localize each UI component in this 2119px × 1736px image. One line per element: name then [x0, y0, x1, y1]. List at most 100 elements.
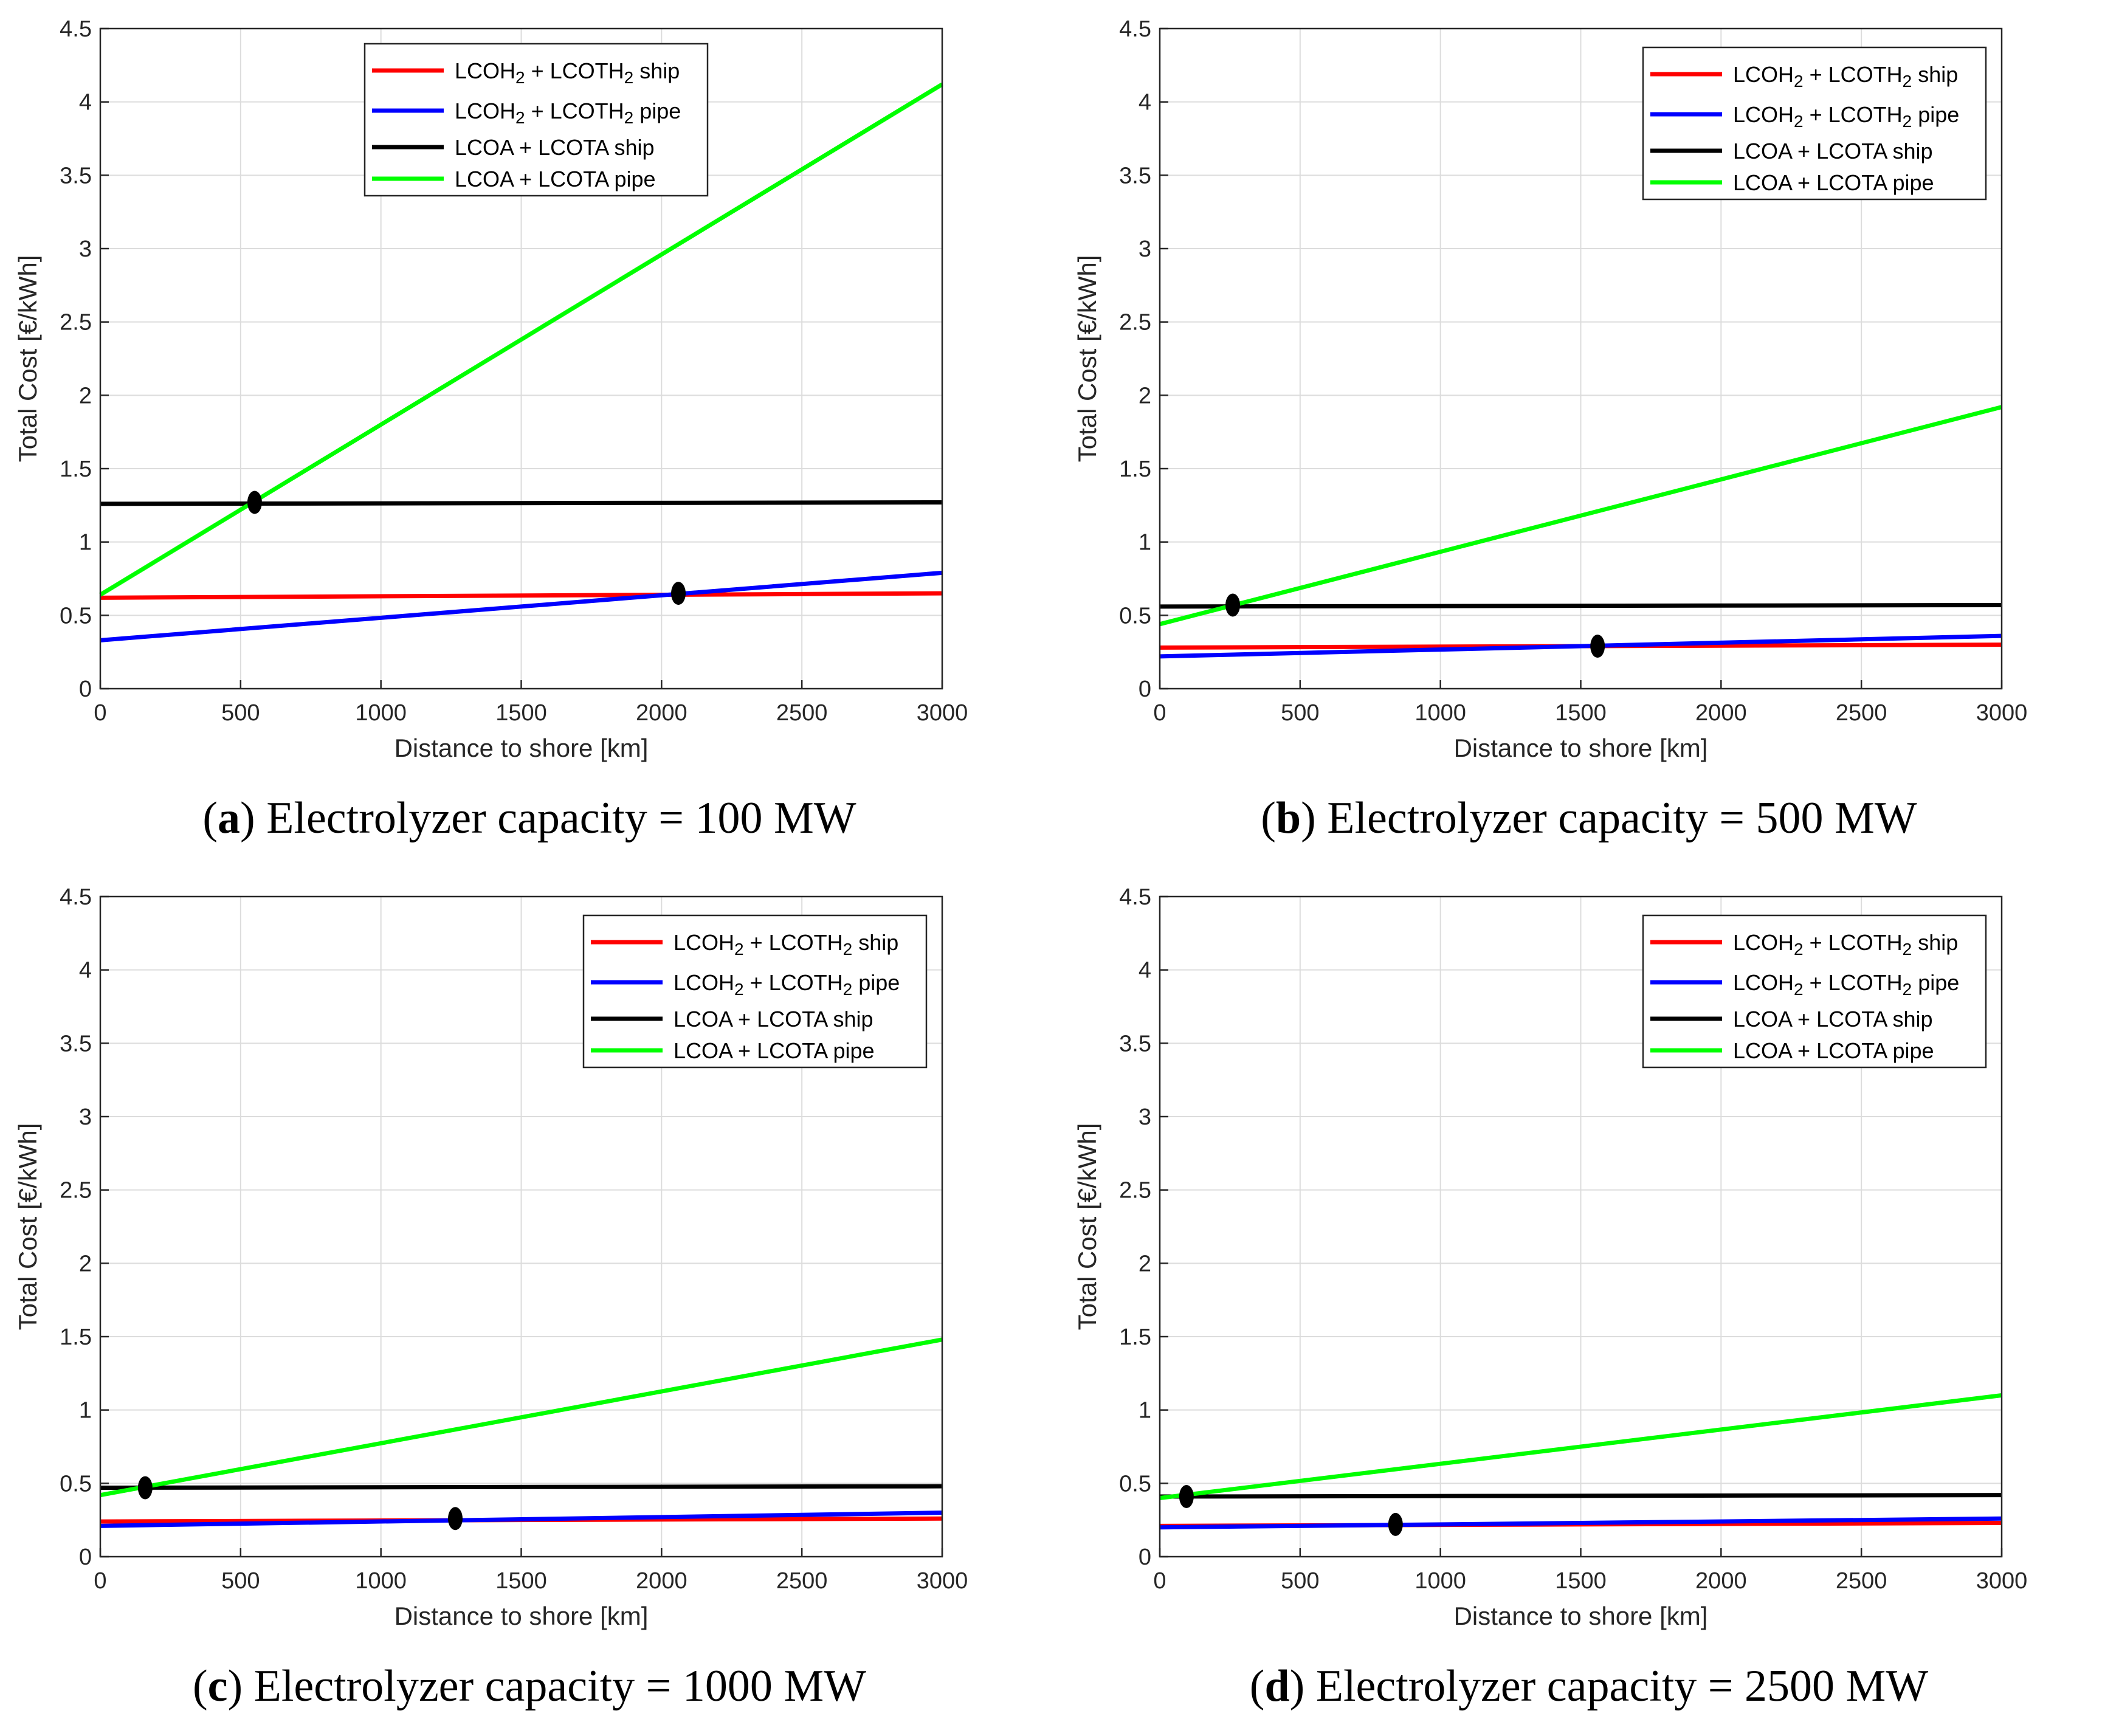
- legend-subscript: 2: [1794, 112, 1804, 131]
- caption-paren: (: [1261, 793, 1276, 843]
- x-axis-label: Distance to shore [km]: [1454, 1602, 1708, 1630]
- x-tick-label: 1500: [1555, 1568, 1607, 1594]
- x-tick-label: 0: [94, 700, 106, 726]
- x-tick-label: 3000: [917, 1568, 968, 1594]
- y-tick-label: 4: [1139, 90, 1151, 115]
- x-tick-label: 1500: [495, 700, 547, 726]
- legend-subscript: 2: [843, 940, 853, 959]
- y-tick-label: 1: [79, 1398, 92, 1424]
- caption-text: Electrolyzer capacity = 500 MW: [1316, 793, 1917, 843]
- legend-text-part: LCOA + LCOTA pipe: [1733, 1038, 1934, 1063]
- caption-paren: ): [1290, 1661, 1305, 1711]
- y-tick-label: 0.5: [1119, 1471, 1151, 1497]
- legend-label-4: LCOA + LCOTA pipe: [1733, 170, 1934, 195]
- x-axis-label: Distance to shore [km]: [395, 1602, 649, 1630]
- legend-subscript: 2: [1794, 940, 1804, 959]
- intersection-marker: [1590, 635, 1605, 658]
- y-tick-label: 0: [1139, 1545, 1151, 1570]
- series-line-3: [1159, 602, 2002, 609]
- legend-text-part: LCOH: [455, 98, 515, 123]
- y-tick-label: 0: [79, 677, 92, 702]
- chart-b: 0 500 1000 1500 2000 2500 3000 0 0.5 1 1.5 2 2.5 3 3.5…: [1073, 16, 2027, 843]
- legend-label-1: LCOH2 + LCOTH2 ship: [455, 58, 680, 87]
- series-line-4: [100, 1337, 943, 1498]
- legend-text-part: + LCOTH: [1804, 970, 1903, 995]
- y-tick-label: 3.5: [1119, 163, 1151, 188]
- caption-paren: (: [193, 1661, 208, 1711]
- legend-text-part: LCOH: [1733, 102, 1794, 127]
- y-tick-label: 2: [1139, 1251, 1151, 1276]
- legend-text-part: LCOA + LCOTA ship: [1733, 139, 1932, 164]
- legend-subscript: 2: [624, 108, 634, 127]
- y-tick-label: 1.5: [1119, 1324, 1151, 1350]
- series-line-2: [100, 1510, 943, 1528]
- x-tick-label: 0: [1153, 1568, 1166, 1594]
- y-axis-label: Total Cost [€/kWh]: [13, 255, 42, 463]
- y-tick-label: 1.5: [1119, 456, 1151, 482]
- x-tick-label: 2500: [776, 700, 828, 726]
- legend-text-part: ship: [1912, 62, 1958, 87]
- legend-text-part: pipe: [1912, 970, 1959, 995]
- legend-subscript: 2: [1794, 72, 1804, 91]
- y-tick-label: 2.5: [60, 1178, 92, 1204]
- legend-subscript: 2: [515, 108, 525, 127]
- legend-subscript: 2: [843, 980, 853, 999]
- legend-label-2: LCOH2 + LCOTH2 pipe: [1733, 102, 1959, 131]
- y-tick-label: 3.5: [1119, 1031, 1151, 1056]
- legend-text-part: + LCOTH: [744, 930, 843, 955]
- intersection-marker: [448, 1507, 463, 1531]
- series-line-2: [1159, 633, 2002, 659]
- legend-text-part: ship: [1912, 930, 1958, 955]
- panel-d: 0 500 1000 1500 2000 2500 3000 0 0.5 1 1.5 2 2.5 3 3.5…: [1060, 868, 2119, 1736]
- legend-text-part: LCOA + LCOTA ship: [1733, 1007, 1932, 1032]
- caption-text: Electrolyzer capacity = 2500 MW: [1304, 1661, 1928, 1711]
- y-tick-label: 2: [79, 383, 92, 408]
- y-axis-label: Total Cost [€/kWh]: [1073, 255, 1101, 463]
- legend-text-part: LCOH: [1733, 970, 1794, 995]
- legend-label-3: LCOA + LCOTA ship: [674, 1007, 873, 1032]
- x-tick-label: 1000: [355, 700, 407, 726]
- legend-label-4: LCOA + LCOTA pipe: [1733, 1038, 1934, 1063]
- x-tick-label: 2500: [776, 1568, 828, 1594]
- series-line-4: [1159, 405, 2002, 627]
- caption-paren: (: [202, 793, 218, 843]
- x-tick-label: 2000: [1695, 700, 1747, 726]
- x-tick-label: 2000: [1695, 1568, 1747, 1594]
- legend-subscript: 2: [1903, 940, 1912, 959]
- series-line-2: [1159, 1516, 2002, 1530]
- y-axis-label: Total Cost [€/kWh]: [13, 1123, 42, 1331]
- caption-text: Electrolyzer capacity = 100 MW: [255, 793, 856, 843]
- y-tick-label: 1: [1139, 530, 1151, 556]
- legend-text-part: LCOH: [455, 58, 515, 83]
- legend-label-1: LCOH2 + LCOTH2 ship: [674, 930, 898, 959]
- x-tick-label: 500: [1281, 700, 1319, 726]
- y-tick-label: 4: [79, 958, 92, 983]
- x-tick-label: 0: [94, 1568, 106, 1594]
- legend-subscript: 2: [734, 980, 744, 999]
- legend-text-part: LCOA + LCOTA ship: [455, 135, 654, 160]
- intersection-marker: [1225, 593, 1241, 617]
- chart-c: 0 500 1000 1500 2000 2500 3000 0 0.5 1 1.5 2 2.5 3 3.5…: [13, 884, 968, 1711]
- y-tick-label: 4.5: [1119, 16, 1151, 42]
- y-tick-label: 2: [79, 1251, 92, 1276]
- caption-letter: d: [1264, 1661, 1289, 1711]
- caption: (c) Electrolyzer capacity = 1000 MW: [193, 1661, 866, 1711]
- caption: (a) Electrolyzer capacity = 100 MW: [202, 793, 856, 843]
- series-line-4: [99, 82, 943, 597]
- legend-text-part: LCOH: [674, 930, 734, 955]
- caption-paren: (: [1250, 1661, 1265, 1711]
- y-tick-label: 0: [1139, 677, 1151, 702]
- x-tick-label: 500: [221, 1568, 260, 1594]
- y-tick-label: 0.5: [1119, 603, 1151, 629]
- series-line-3: [1159, 1493, 2002, 1499]
- legend-label-1: LCOH2 + LCOTH2 ship: [1733, 62, 1958, 91]
- legend-subscript: 2: [734, 940, 744, 959]
- y-tick-label: 2.5: [1119, 1178, 1151, 1204]
- legend-text-part: + LCOTH: [1804, 62, 1903, 87]
- legend-subscript: 2: [1903, 72, 1912, 91]
- y-tick-label: 2.5: [1119, 310, 1151, 336]
- legend-subscript: 2: [1903, 112, 1912, 131]
- x-tick-label: 1000: [1414, 1568, 1466, 1594]
- y-tick-label: 2.5: [60, 310, 92, 336]
